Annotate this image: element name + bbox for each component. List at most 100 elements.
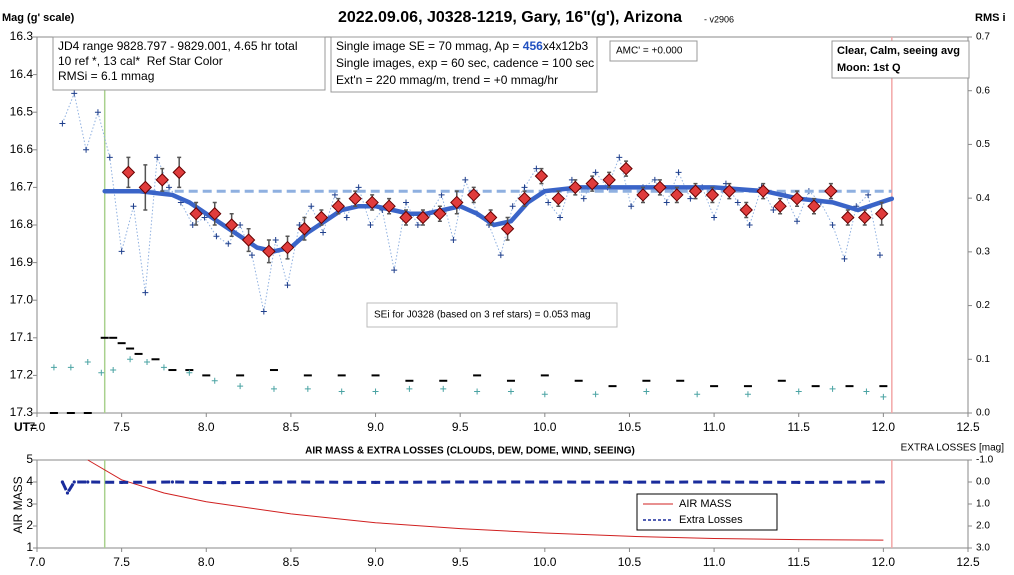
point (687, 195, 694, 202)
bin-mean (467, 188, 481, 202)
point (616, 154, 623, 161)
point (643, 388, 650, 395)
point (509, 203, 516, 210)
note: , seeing avg (897, 45, 960, 57)
y-tick-label: 16.7 (10, 180, 34, 194)
point (120, 480, 124, 485)
series-line (87, 459, 884, 541)
x-tick-label: 10.0 (533, 420, 557, 434)
point (521, 184, 528, 191)
bin-mean (722, 184, 737, 198)
point (201, 214, 208, 221)
series (121, 156, 889, 264)
point (144, 358, 151, 365)
x-tick-label: 11.0 (703, 420, 726, 434)
point (83, 146, 90, 153)
y2-tick-label: 0.6 (976, 85, 990, 96)
point (372, 388, 379, 395)
point (343, 214, 350, 221)
point (237, 383, 244, 390)
point (829, 385, 836, 392)
point (373, 480, 378, 485)
point (211, 377, 218, 384)
bin-mean (602, 173, 616, 187)
point (84, 358, 91, 365)
point (60, 480, 64, 484)
x-tick-label: 7.0 (29, 420, 46, 434)
bin-mean (155, 173, 169, 187)
point (166, 184, 173, 191)
point (450, 237, 457, 244)
point (331, 191, 338, 198)
point (663, 199, 670, 206)
y2-axis-label: EXTRA LOSSES [mag] (901, 443, 1005, 454)
legend: AIR MASS Extra Losses (636, 493, 778, 531)
note-box (609, 40, 698, 62)
x-tick-label: 12.0 (872, 555, 896, 569)
y2-tick-label: 0.1 (976, 354, 990, 365)
bin-mean (416, 210, 430, 225)
x-tick-label: 9.0 (367, 555, 384, 569)
point (71, 90, 78, 97)
note: Single image SE = 70 mmag, Ap = (336, 39, 523, 53)
y2-tick-label: -1.0 (976, 455, 994, 466)
point (712, 480, 716, 484)
x-tick-label: 9.5 (452, 555, 469, 569)
point (406, 385, 413, 392)
bin-mean (756, 184, 770, 198)
point (880, 393, 887, 400)
y2-tick-label: 0.4 (976, 193, 990, 204)
note: x4x12b3 (543, 39, 589, 53)
point (746, 222, 753, 228)
note-box (330, 36, 598, 93)
bin-mean (483, 210, 498, 225)
point (744, 391, 751, 398)
point (440, 385, 447, 392)
x-tick-label: 12.0 (872, 420, 896, 434)
note-highlight: 456 (523, 39, 543, 53)
bin-mean (224, 218, 239, 232)
note: Calm (870, 45, 897, 57)
point (797, 480, 801, 485)
point (154, 154, 161, 161)
note: Single images, exp = 60 sec, cadence = 1… (336, 56, 594, 70)
series (49, 336, 888, 414)
y-tick-label: 5 (26, 452, 33, 466)
bin-mean (331, 199, 346, 213)
point (67, 364, 74, 371)
point (160, 364, 167, 371)
point (462, 176, 469, 183)
bin-mean (790, 191, 804, 206)
point (72, 480, 76, 484)
point (130, 203, 137, 210)
point (497, 252, 504, 259)
bin-mean (517, 191, 532, 206)
bin-mean (280, 240, 295, 255)
y-tick-label: 2 (26, 518, 33, 532)
point (94, 109, 101, 116)
point (118, 248, 125, 255)
y2-tick-label: 0.7 (976, 32, 990, 43)
x-tick-label: 10.0 (533, 555, 557, 569)
point (694, 391, 701, 398)
point (876, 252, 883, 259)
legend-label: Extra Losses (679, 514, 743, 526)
point (106, 154, 113, 161)
y-tick-label: 16.9 (10, 255, 34, 269)
y2-tick-label: 1.0 (976, 499, 990, 510)
x-tick-label: 11.5 (787, 420, 810, 434)
point (221, 481, 225, 485)
plots: 7.0 7.5 8.0 8.5 9.0 9.5 10.0 10.5 11.0 11.5 12.0 12… (10, 29, 994, 569)
point (794, 218, 801, 225)
point (474, 388, 481, 395)
point (675, 169, 682, 176)
x-axis-label: UT= (14, 420, 37, 434)
y2-tick-label: 3.0 (976, 543, 990, 554)
series (50, 356, 887, 400)
y-tick-label: 17.1 (10, 330, 34, 344)
y-tick-label: 4 (26, 474, 33, 488)
point (403, 199, 410, 206)
point (186, 369, 193, 376)
x-tick-label: 11.0 (703, 555, 726, 569)
